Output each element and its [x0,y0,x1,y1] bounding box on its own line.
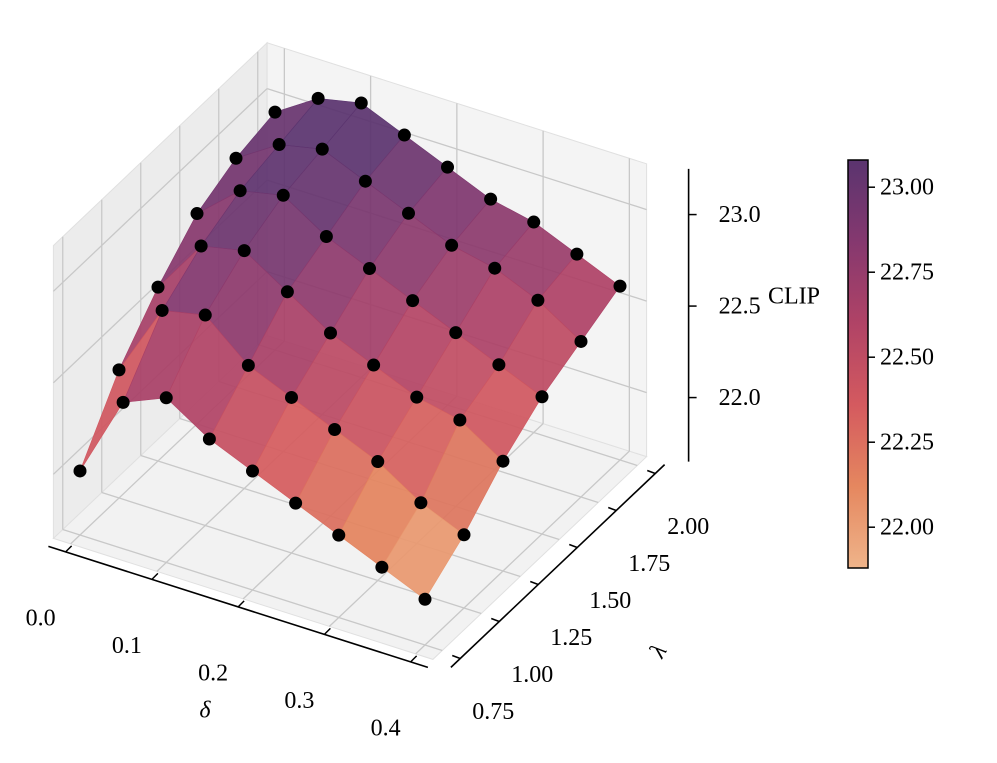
data-point [280,285,294,299]
colorbar-tick-label: 22.75 [880,260,934,286]
data-point [324,326,337,340]
y-axis [450,464,666,668]
x-tick [410,655,418,663]
y-tick-label: 1.00 [511,662,553,688]
data-point [574,334,588,348]
data-point [531,293,545,307]
data-point [159,391,173,405]
data-point [367,358,381,372]
y-tick-label: 0.75 [472,699,514,725]
data-point [319,230,333,243]
data-point [246,464,259,478]
data-point [276,188,290,202]
data-point [535,390,549,404]
data-point [112,363,126,377]
data-point [445,238,459,252]
x-tick-label: 0.2 [198,660,228,686]
x-tick [237,600,245,608]
y-axis-label: λ [644,640,672,663]
data-point [285,390,298,404]
y-tick [529,580,539,586]
data-point [272,138,286,152]
data-point [358,174,372,188]
data-point [328,423,342,436]
data-point [354,96,368,110]
colorbar-tick-label: 22.50 [880,345,934,371]
y-tick-label: 2.00 [667,514,709,540]
x-axis-label: δ [199,698,211,724]
x-tick [151,572,159,580]
data-point [488,261,502,275]
data-point [492,358,506,372]
data-point [190,207,204,221]
data-point [241,358,255,372]
data-point [570,247,584,261]
data-point [332,528,346,542]
data-point [289,496,303,510]
data-point [371,455,385,469]
data-point [116,395,130,409]
data-point [613,279,627,293]
x-tick-label: 0.4 [371,715,401,741]
data-point [449,326,463,340]
data-point [233,184,247,198]
data-point [414,496,428,510]
x-tick-label: 0.3 [284,688,314,714]
data-point [418,592,432,606]
data-point [527,215,541,229]
data-point [410,390,424,404]
y-tick [646,469,656,475]
data-point [496,454,510,468]
data-point [363,262,376,276]
data-point [375,560,389,574]
y-tick-label: 1.50 [589,588,631,614]
colorbar-tick-label: 22.00 [880,515,934,541]
data-point [229,151,243,165]
y-tick [607,506,617,512]
grid-line [62,528,443,652]
colorbar [847,159,869,569]
data-point [484,192,498,206]
y-tick-label: 1.75 [628,551,670,577]
x-tick-label: 0.0 [26,605,56,631]
y-tick [451,654,461,660]
x-tick [323,627,331,635]
data-point [311,91,325,105]
data-point [441,160,454,174]
data-point [268,105,282,119]
colorbar-tick-label: 22.25 [880,430,934,456]
z-axis-label: CLIP [768,284,820,310]
data-point [397,128,411,142]
data-point [155,303,169,317]
y-tick [490,617,500,623]
data-point [237,244,251,258]
data-point [315,142,329,156]
data-point [406,294,420,308]
x-tick [65,545,73,553]
data-point [151,280,165,294]
grid-line [52,88,268,292]
y-tick [568,543,578,549]
data-point [402,206,415,220]
data-point [73,464,87,478]
data-point [202,432,216,446]
z-tick-label: 22.5 [719,294,761,320]
data-point [457,528,471,542]
data-point [194,239,208,253]
colorbar-tick-label: 23.00 [880,175,934,201]
z-tick-label: 23.0 [719,202,761,228]
z-tick-label: 22.0 [719,385,761,411]
grid-line [415,450,630,655]
x-tick-label: 0.1 [112,633,142,659]
data-point [198,308,212,322]
data-point [453,413,467,427]
y-tick-label: 1.25 [550,625,592,651]
